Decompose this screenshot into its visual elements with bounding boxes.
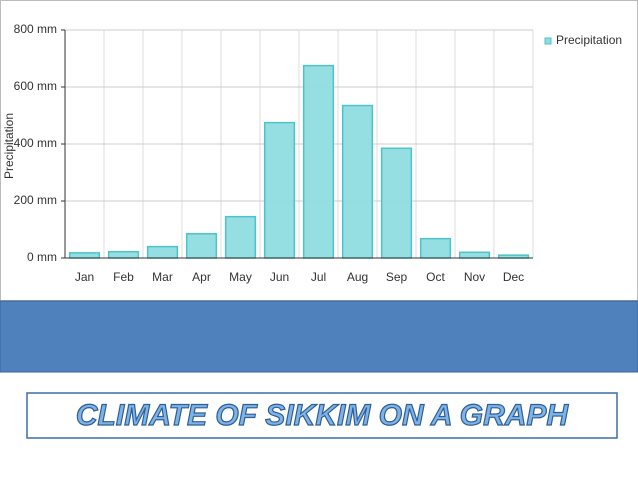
x-tick-label: Nov (464, 270, 485, 284)
bar (380, 147, 413, 259)
y-tick-label: 200 mm (14, 193, 57, 207)
x-tick-label: Oct (426, 270, 445, 284)
x-tick-label: Jul (311, 270, 326, 284)
bar (107, 250, 140, 259)
title-box (26, 392, 618, 439)
x-tick-label: Jun (270, 270, 289, 284)
x-tick-label: Mar (152, 270, 173, 284)
bar (185, 233, 218, 259)
bar (68, 252, 101, 259)
y-tick-label: 600 mm (14, 79, 57, 93)
bar (458, 251, 491, 259)
blue-band (0, 300, 638, 373)
bar (224, 215, 257, 259)
legend-swatch (544, 37, 552, 45)
x-tick-label: Jan (75, 270, 94, 284)
x-tick-label: Sep (386, 270, 408, 284)
x-tick-label: Apr (192, 270, 211, 284)
bar (263, 121, 296, 259)
y-tick-label: 0 mm (27, 250, 57, 264)
x-tick-label: May (229, 270, 252, 284)
y-axis-title: Precipitation (2, 113, 16, 179)
bar (419, 237, 452, 259)
bar (341, 104, 374, 259)
legend-label: Precipitation (556, 33, 622, 47)
y-tick-label: 400 mm (14, 136, 57, 150)
y-tick-label: 800 mm (14, 22, 57, 36)
bar (302, 64, 335, 259)
slide-title: CLIMATE OF SIKKIM ON A GRAPH (76, 399, 570, 432)
bar (146, 245, 179, 259)
x-tick-label: Feb (113, 270, 134, 284)
x-tick-label: Dec (503, 270, 524, 284)
x-tick-label: Aug (347, 270, 368, 284)
